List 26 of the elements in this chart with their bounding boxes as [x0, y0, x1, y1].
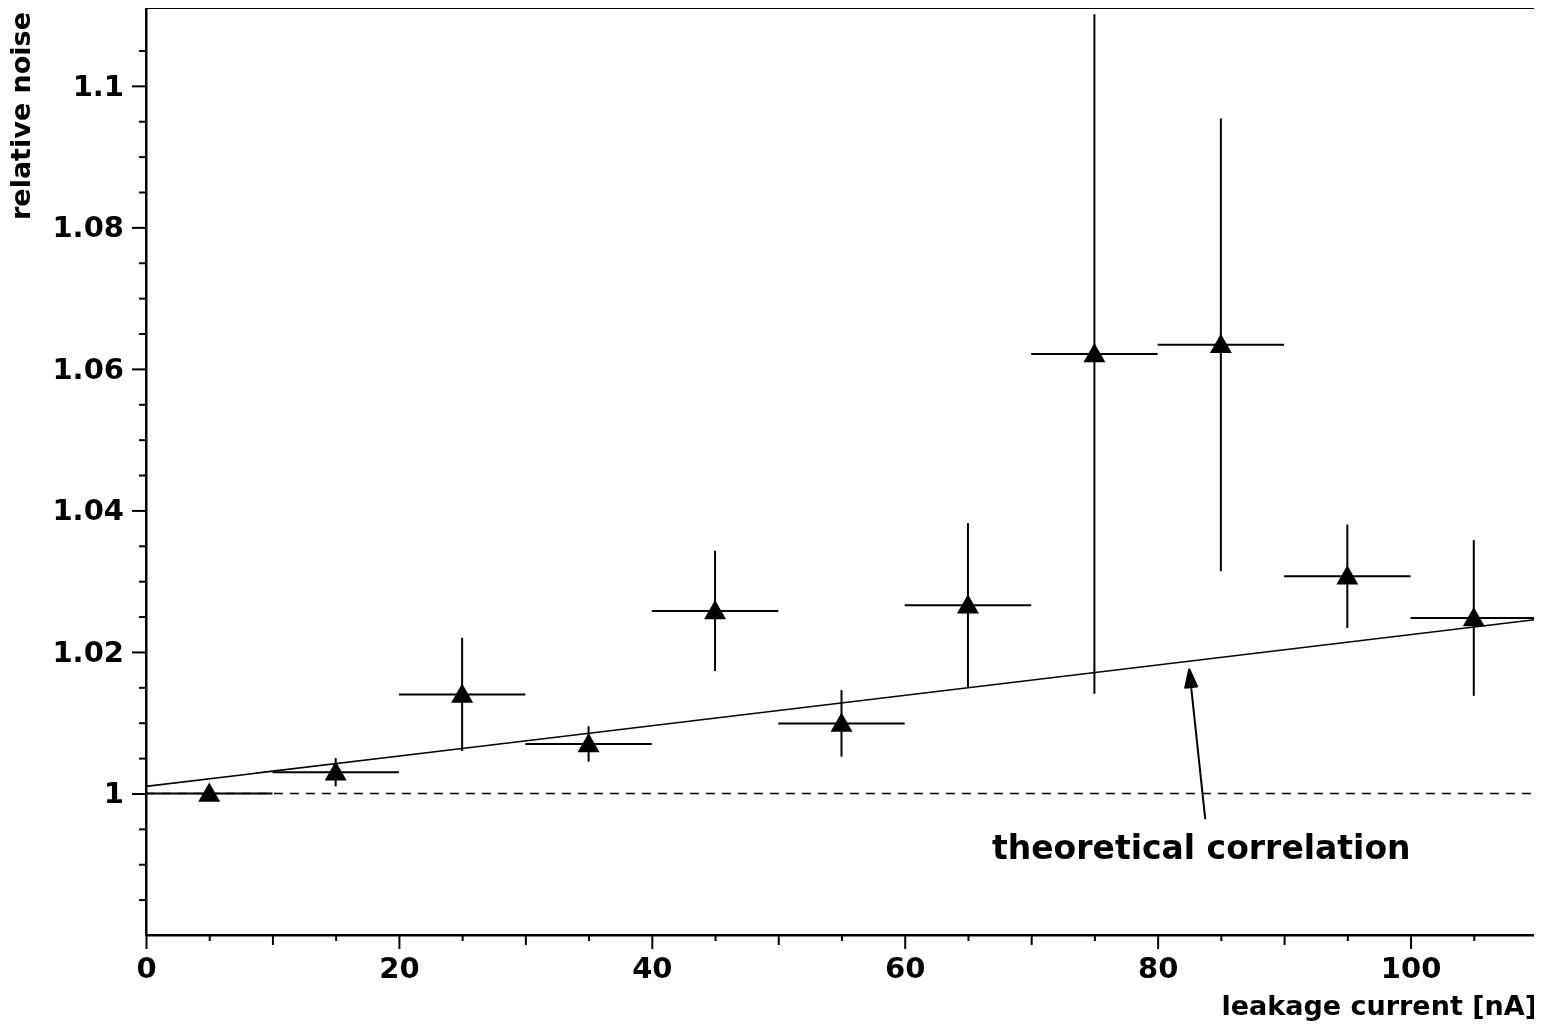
point — [324, 761, 347, 781]
x-tick-label: 40 — [632, 950, 673, 985]
y-tick-label: 1.08 — [52, 210, 124, 245]
y-axis-title: relative noise — [5, 12, 36, 220]
point — [577, 732, 600, 753]
point — [1209, 333, 1232, 354]
y-tick-label: 1.02 — [52, 634, 124, 669]
point — [956, 594, 979, 614]
x-tick-label: 60 — [885, 950, 926, 985]
point — [451, 683, 474, 703]
y-tick-label: 1.06 — [52, 351, 124, 386]
x-tick-label: 20 — [379, 950, 420, 985]
point — [1083, 343, 1106, 363]
x-tick-label: 100 — [1380, 950, 1442, 985]
x-tick-label: 80 — [1137, 950, 1179, 985]
point — [830, 712, 853, 732]
y-tick-label: 1.1 — [72, 68, 124, 103]
point — [1462, 606, 1485, 627]
x-tick-label: 0 — [136, 950, 157, 985]
y-tick-label: 1.04 — [52, 493, 124, 528]
point — [198, 782, 221, 802]
point — [704, 599, 727, 620]
annotation: theoretical correlation — [991, 828, 1411, 868]
point — [1336, 565, 1359, 585]
x-axis-title: leakage current [nA] — [1221, 990, 1537, 1021]
y-tick-label: 1 — [103, 776, 124, 811]
